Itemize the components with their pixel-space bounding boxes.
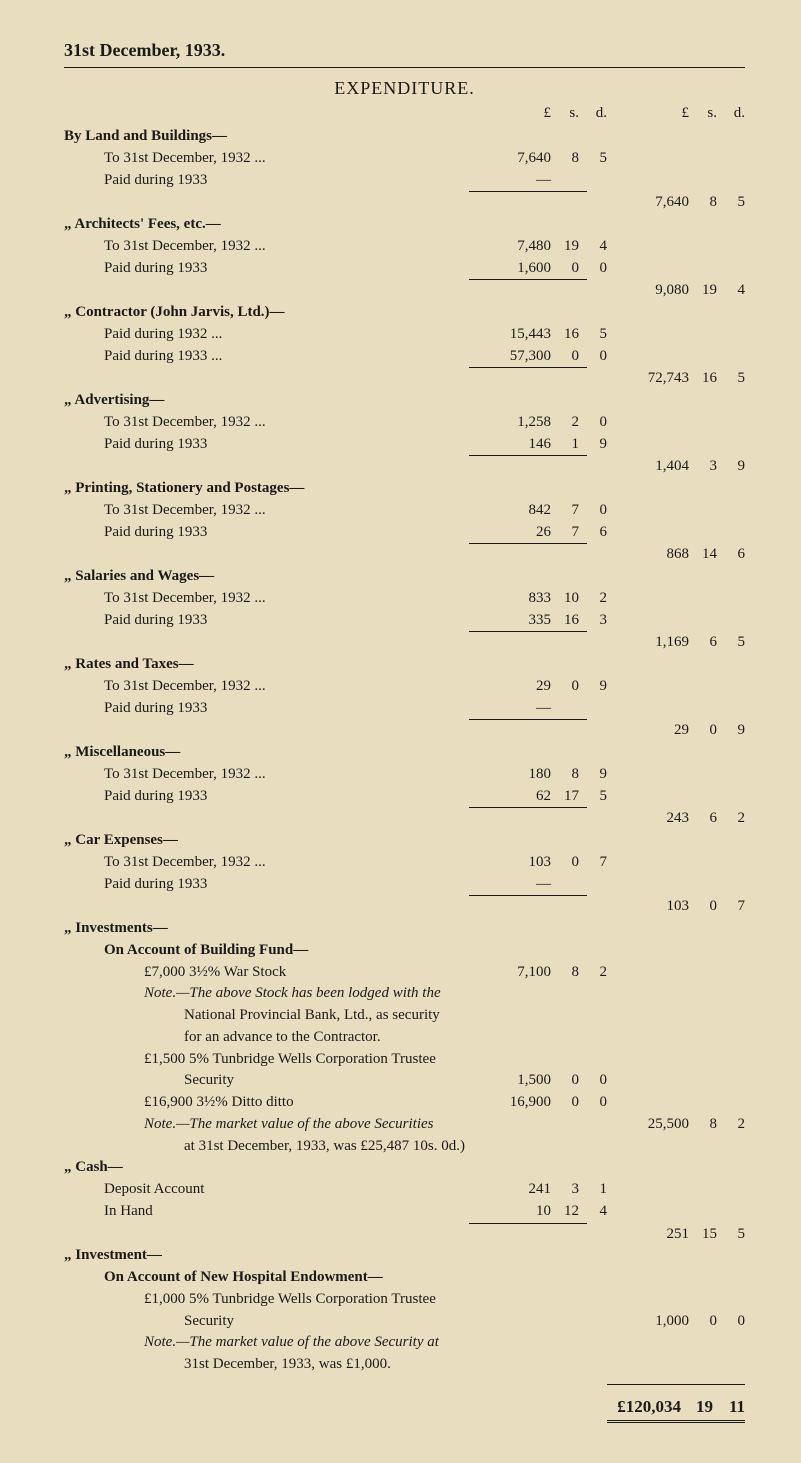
ledger-carry: 1,40439: [64, 456, 745, 478]
cash-carry: 251155: [64, 1224, 745, 1246]
ledger-carry: 1,16965: [64, 632, 745, 654]
investments-subhead: On Account of Building Fund—: [64, 940, 745, 962]
ledger-carry: 24362: [64, 808, 745, 830]
investment-endow-note: Note.—The market value of the above Secu…: [64, 1332, 745, 1354]
ledger-row: Paid during 1933 1,60000: [64, 258, 745, 280]
investments-row: Security 1,50000: [64, 1070, 745, 1092]
page: 31st December, 1933. EXPENDITURE. £ s. d…: [0, 0, 801, 1463]
ledger-head: „ Contractor (John Jarvis, Ltd.)—: [64, 302, 745, 324]
expenditure-title: EXPENDITURE.: [64, 78, 745, 99]
ledger-row: To 31st December, 1932 ... 833102: [64, 588, 745, 610]
col-l: £: [489, 105, 551, 122]
ledger-carry: 10307: [64, 896, 745, 918]
ledger-row: Paid during 1933 —: [64, 170, 745, 192]
ledger-row: To 31st December, 1932 ... 7,480194: [64, 236, 745, 258]
ledger-row: To 31st December, 1932 ... 7,64085: [64, 148, 745, 170]
col-d: d.: [579, 105, 607, 122]
ledger-row: Paid during 1933 335163: [64, 610, 745, 632]
col-l-2: £: [627, 105, 689, 122]
investments-note: at 31st December, 1933, was £25,487 10s.…: [64, 1136, 745, 1158]
investments-head: „ Investments—: [64, 918, 745, 940]
col-s: s.: [551, 105, 579, 122]
rule-total-dbl: [607, 1420, 745, 1423]
ledger-head: „ Advertising—: [64, 390, 745, 412]
ledger-carry: 2909: [64, 720, 745, 742]
investments-row: £7,000 3½% War Stock 7,10082: [64, 962, 745, 984]
ledger-row: To 31st December, 1932 ... 10307: [64, 852, 745, 874]
grand-total: £120,034 19 11: [64, 1397, 745, 1417]
ledger-carry: 868146: [64, 544, 745, 566]
ledger-body: By Land and Buildings— To 31st December,…: [64, 126, 745, 918]
investment-endow-row: Security 1,00000: [64, 1311, 745, 1333]
cash-head: „ Cash—: [64, 1157, 745, 1179]
investments-note: Note.—The market value of the above Secu…: [64, 1114, 745, 1136]
ledger-row: To 31st December, 1932 ... 18089: [64, 764, 745, 786]
ledger-head: „ Rates and Taxes—: [64, 654, 745, 676]
divider-top: [64, 67, 745, 68]
investments-row: £16,900 3½% Ditto ditto 16,90000: [64, 1092, 745, 1114]
ledger-head: „ Salaries and Wages—: [64, 566, 745, 588]
ledger-row: Paid during 1933 —: [64, 698, 745, 720]
ledger-head: „ Miscellaneous—: [64, 742, 745, 764]
rule-total: [607, 1384, 745, 1385]
ledger-head: By Land and Buildings—: [64, 126, 745, 148]
investment-endow-row: £1,000 5% Tunbridge Wells Corporation Tr…: [64, 1289, 745, 1311]
amount-header: £ s. d. £ s. d.: [64, 105, 745, 122]
ledger-row: To 31st December, 1932 ... 2909: [64, 676, 745, 698]
investments-note: National Provincial Bank, Ltd., as secur…: [64, 1005, 745, 1027]
ledger-head: „ Architects' Fees, etc.—: [64, 214, 745, 236]
ledger-row: Paid during 1933 14619: [64, 434, 745, 456]
ledger-carry: 7,64085: [64, 192, 745, 214]
investment-endow-note: 31st December, 1933, was £1,000.: [64, 1354, 745, 1376]
ledger-row: Paid during 1932 ... 15,443165: [64, 324, 745, 346]
ledger-row: To 31st December, 1932 ... 1,25820: [64, 412, 745, 434]
col-s-2: s.: [689, 105, 717, 122]
investments-row: £1,500 5% Tunbridge Wells Corporation Tr…: [64, 1049, 745, 1071]
ledger-row: Paid during 1933 ... 57,30000: [64, 346, 745, 368]
period-heading: 31st December, 1933.: [64, 40, 745, 61]
ledger-row: To 31st December, 1932 ... 84270: [64, 500, 745, 522]
ledger-head: „ Car Expenses—: [64, 830, 745, 852]
ledger-head: „ Printing, Stationery and Postages—: [64, 478, 745, 500]
cash-row: In Hand 10124: [64, 1201, 745, 1223]
ledger-carry: 9,080194: [64, 280, 745, 302]
ledger-carry: 72,743165: [64, 368, 745, 390]
ledger-row: Paid during 1933 62175: [64, 786, 745, 808]
cash-row: Deposit Account 24131: [64, 1179, 745, 1201]
col-d-2: d.: [717, 105, 745, 122]
ledger-row: Paid during 1933 2676: [64, 522, 745, 544]
ledger-row: Paid during 1933 —: [64, 874, 745, 896]
investments-note: Note.—The above Stock has been lodged wi…: [64, 983, 745, 1005]
investment-endow-subhead: On Account of New Hospital Endowment—: [64, 1267, 745, 1289]
investment-endow-head: „ Investment—: [64, 1245, 745, 1267]
investments-note: for an advance to the Contractor.: [64, 1027, 745, 1049]
